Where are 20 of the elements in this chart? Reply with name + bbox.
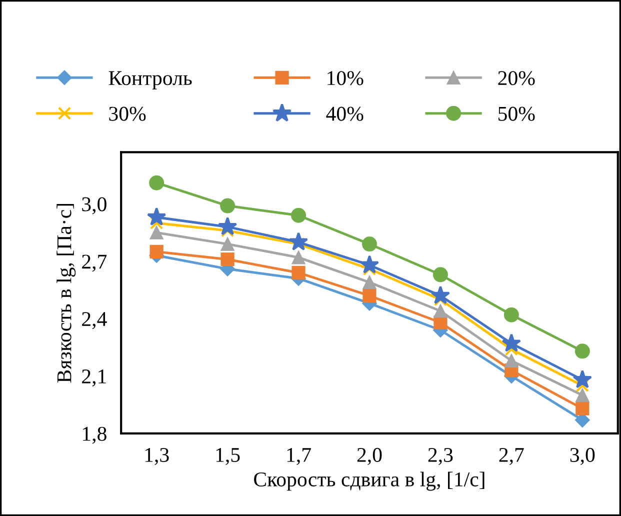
x-tick-label: 1,5 xyxy=(216,448,240,465)
y-tick-label: 3,0 xyxy=(82,197,106,214)
legend-label: 10% xyxy=(328,71,364,86)
x-tick-label: 1,7 xyxy=(287,448,311,465)
x-tick-label: 2,0 xyxy=(357,448,382,465)
y-tick-label: 1,8 xyxy=(82,426,106,444)
y-tick-label: 2,1 xyxy=(82,369,106,386)
legend-label: Контроль xyxy=(108,71,192,90)
legend-label: 30% xyxy=(109,106,146,121)
x-axis-title: Скорость сдвига в lg, [1/с] xyxy=(254,472,484,491)
legend-label: 50% xyxy=(498,106,535,121)
x-tick-label: 3,0 xyxy=(570,448,595,465)
y-axis-title: Вязкость в lg, [Па·с] xyxy=(56,204,76,383)
y-tick-label: 2,7 xyxy=(82,254,107,272)
x-tick-label: 1,3 xyxy=(145,448,169,465)
legend-label: 40% xyxy=(326,106,364,121)
legend-label: 20% xyxy=(498,71,535,86)
x-tick-label: 2,7 xyxy=(499,448,524,465)
y-tick-label: 2,4 xyxy=(82,312,107,330)
x-tick-label: 2,3 xyxy=(428,448,453,465)
